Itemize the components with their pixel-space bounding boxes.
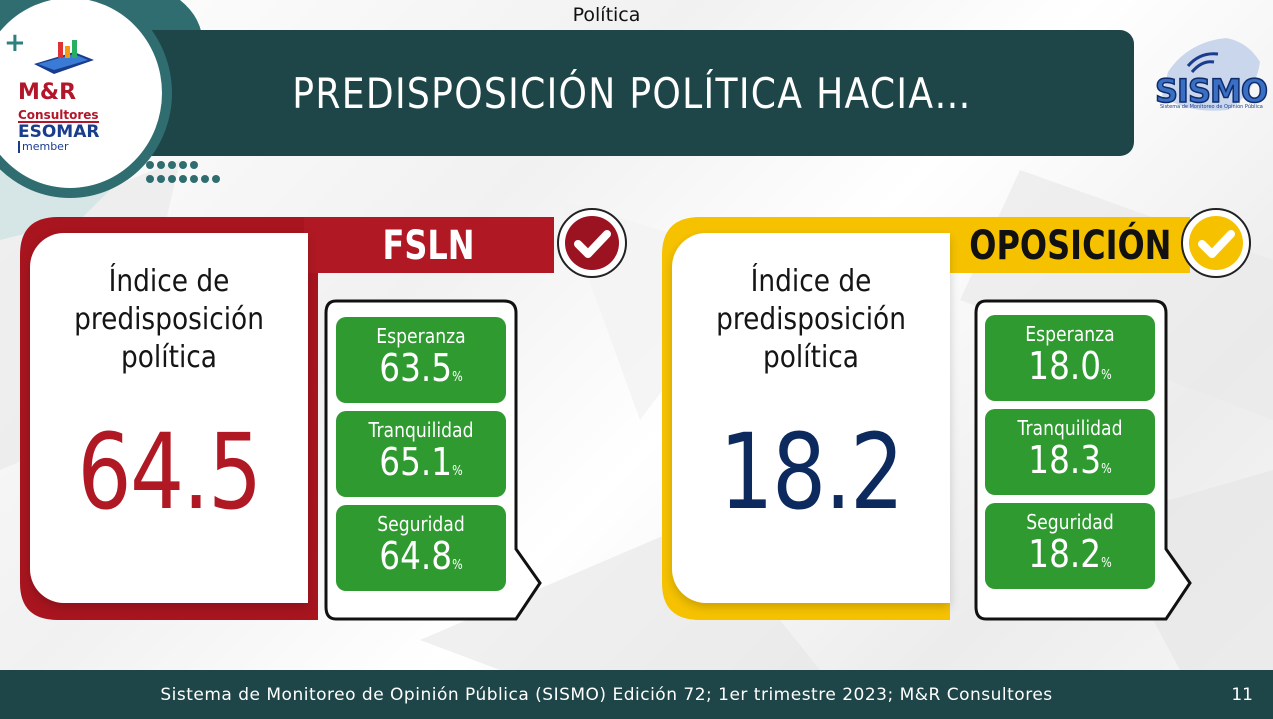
mr-consultores-logo: M&R Consultores ESOMAR member xyxy=(0,0,162,188)
fsln-panel: FSLN Índice de predisposición política 6… xyxy=(18,208,638,625)
fsln-metric-esperanza: Esperanza 63.5% xyxy=(336,317,506,403)
fsln-tab-label: FSLN xyxy=(382,223,476,269)
metric-label: Seguridad xyxy=(1026,510,1114,534)
metric-value: 63.5% xyxy=(379,346,463,390)
fsln-index-card: Índice de predisposición política 64.5 xyxy=(30,233,308,603)
sismo-map-logo xyxy=(1162,38,1260,111)
oposicion-heading-line: Índice de xyxy=(750,264,872,299)
section-label: Política xyxy=(572,4,641,26)
footer-source-text: Sistema de Monitoreo de Opinión Pública … xyxy=(160,685,1053,705)
fsln-heading-line: predisposición xyxy=(74,302,264,337)
oposicion-tab-label: OPOSICIÓN xyxy=(968,223,1172,269)
logo-member-text: member xyxy=(18,141,128,153)
fsln-tab: FSLN xyxy=(308,221,550,271)
oposicion-metric-tranquilidad: Tranquilidad 18.3% xyxy=(985,409,1155,495)
oposicion-index-value: 18.2 xyxy=(719,411,904,533)
oposicion-index-heading: Índice de predisposición política xyxy=(689,263,934,377)
metric-value: 18.2% xyxy=(1028,532,1112,576)
sismo-logo-text: SISMO xyxy=(1154,71,1269,111)
fsln-index-value: 64.5 xyxy=(77,411,262,533)
page-title: PREDISPOSICIÓN POLÍTICA HACIA… xyxy=(292,68,972,118)
logo-mr-text: M&R xyxy=(18,80,77,105)
metric-value: 65.1% xyxy=(379,440,463,484)
sismo-logo-subtitle: Sistema de Monitoreo de Opinión Pública xyxy=(1160,104,1263,110)
dots-decoration xyxy=(146,161,220,183)
title-bar: PREDISPOSICIÓN POLÍTICA HACIA… xyxy=(130,30,1134,156)
plus-icon: + xyxy=(4,28,26,58)
oposicion-index-card: Índice de predisposición política 18.2 xyxy=(672,233,950,603)
oposicion-metric-esperanza: Esperanza 18.0% xyxy=(985,315,1155,401)
oposicion-panel: OPOSICIÓN Índice de predisposición polít… xyxy=(660,208,1260,625)
metric-label: Tranquilidad xyxy=(1017,416,1123,440)
oposicion-heading-line: política xyxy=(763,340,859,375)
fsln-heading-line: Índice de xyxy=(108,264,230,299)
metric-label: Esperanza xyxy=(1025,322,1115,346)
laptop-chart-icon xyxy=(34,40,94,74)
logo-esomar-text: ESOMAR xyxy=(18,122,100,142)
oposicion-tab: OPOSICIÓN xyxy=(950,221,1190,271)
fsln-heading-line: política xyxy=(121,340,217,375)
oposicion-metric-seguridad: Seguridad 18.2% xyxy=(985,503,1155,589)
logo-consultores-text: Consultores xyxy=(18,108,99,123)
footer: Sistema de Monitoreo de Opinión Pública … xyxy=(0,670,1273,719)
fsln-metric-tranquilidad: Tranquilidad 65.1% xyxy=(336,411,506,497)
oposicion-heading-line: predisposición xyxy=(716,302,906,337)
check-circle-icon xyxy=(1181,208,1251,278)
metric-value: 18.3% xyxy=(1028,438,1112,482)
check-circle-icon xyxy=(557,208,627,278)
fsln-metric-seguridad: Seguridad 64.8% xyxy=(336,505,506,591)
metric-value: 64.8% xyxy=(379,534,463,578)
metric-label: Seguridad xyxy=(377,512,465,536)
metric-label: Tranquilidad xyxy=(368,418,474,442)
page-number: 11 xyxy=(1231,685,1253,705)
metric-label: Esperanza xyxy=(376,324,466,348)
metric-value: 18.0% xyxy=(1028,344,1112,388)
fsln-index-heading: Índice de predisposición política xyxy=(47,263,292,377)
